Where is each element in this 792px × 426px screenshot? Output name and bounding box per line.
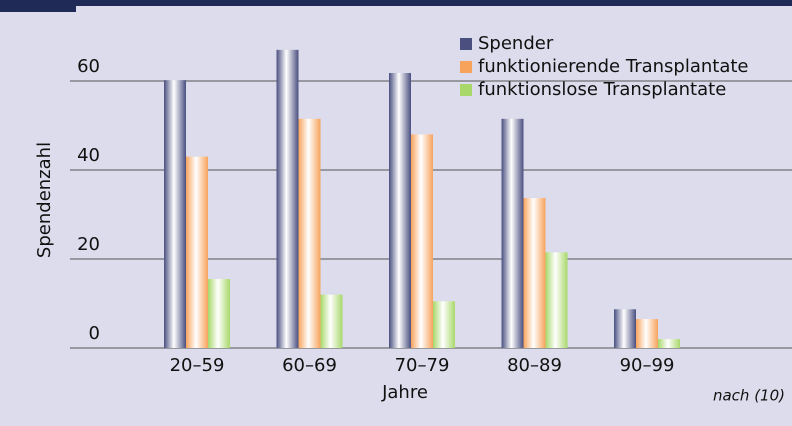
bar bbox=[411, 134, 433, 348]
legend-swatch bbox=[460, 61, 472, 73]
bar bbox=[186, 156, 208, 348]
bar bbox=[164, 80, 186, 349]
legend-label: funktionslose Transplantate bbox=[478, 79, 726, 100]
y-tick-label: 20 bbox=[77, 234, 100, 255]
x-tick-label: 80–89 bbox=[507, 355, 562, 376]
x-axis-label: Jahre bbox=[381, 382, 428, 403]
header-bar bbox=[0, 0, 792, 6]
source-note: nach (10) bbox=[713, 387, 785, 405]
x-tick-label: 60–69 bbox=[282, 355, 337, 376]
x-tick-label: 20–59 bbox=[170, 355, 225, 376]
bar bbox=[208, 279, 230, 348]
y-tick-label: 60 bbox=[77, 56, 100, 77]
x-tick-label: 90–99 bbox=[620, 355, 675, 376]
y-axis-label: Spendenzahl bbox=[34, 142, 55, 258]
bar bbox=[389, 72, 411, 349]
legend-label: Spender bbox=[478, 33, 554, 54]
legend-swatch bbox=[460, 84, 472, 96]
bar bbox=[545, 252, 568, 348]
legend-swatch bbox=[460, 38, 472, 50]
bar bbox=[614, 309, 636, 348]
header-tab bbox=[0, 0, 76, 12]
legend-label: funktionierende Transplantate bbox=[478, 56, 749, 77]
bar bbox=[523, 198, 546, 348]
bar bbox=[276, 49, 299, 348]
bar bbox=[298, 118, 321, 348]
bar bbox=[501, 118, 524, 348]
x-tick-label: 70–79 bbox=[395, 355, 450, 376]
y-tick-label: 40 bbox=[77, 145, 100, 166]
y-tick-label: 0 bbox=[89, 323, 100, 344]
bar bbox=[320, 294, 343, 348]
bar bbox=[433, 301, 455, 348]
bar bbox=[636, 319, 658, 348]
bar bbox=[658, 339, 680, 348]
